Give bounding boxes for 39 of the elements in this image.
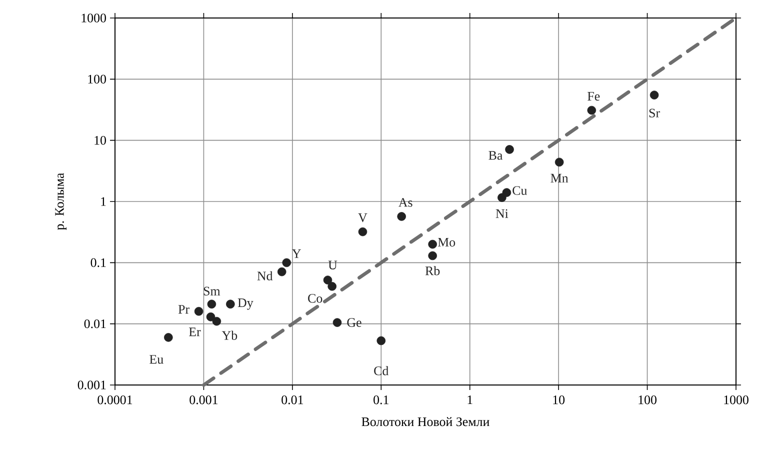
y-tick-label: 1000 — [82, 14, 106, 22]
x-axis-title: Волотоки Новой Земли — [362, 417, 490, 426]
y-tick-label: 100 — [88, 74, 106, 84]
annotation: Er — [188, 328, 201, 336]
annotation: As — [398, 198, 412, 207]
annotation: Ge — [347, 318, 362, 327]
y-tick-label: 10 — [94, 136, 106, 145]
annotation: Pr — [178, 305, 190, 314]
x-tick-label: 1 — [468, 395, 472, 404]
y-axis-title: р. Колыма — [55, 172, 66, 230]
annotation: Ba — [488, 151, 503, 160]
annotation: Sr — [649, 108, 660, 118]
annotation: Nd — [257, 271, 273, 280]
x-tick-label: 1000 — [724, 395, 748, 404]
annotation: Eu — [150, 355, 164, 364]
annotation: Yb — [222, 330, 238, 340]
annotation: Sm — [204, 286, 220, 296]
y-tick-label: 0.01 — [84, 319, 106, 328]
annotation: Cd — [374, 366, 389, 376]
x-tick-label: 10 — [553, 395, 565, 404]
x-tick-label: 0.0001 — [98, 395, 132, 404]
annotation: Co — [308, 294, 322, 303]
annotation: Mo — [438, 238, 456, 247]
annotation: Dy — [238, 298, 254, 310]
y-tick-label: 1 — [101, 197, 106, 206]
x-tick-label: 0.1 — [374, 395, 388, 404]
annotation: V — [358, 213, 368, 222]
annotation: Rb — [425, 266, 440, 276]
annotation: U — [328, 260, 338, 270]
x-tick-label: 0.001 — [190, 395, 218, 404]
annotation: Fe — [588, 92, 600, 101]
y-tick-label: 0.1 — [90, 258, 106, 268]
annotation: Mn — [550, 174, 568, 182]
y-tick-label: 0.001 — [78, 380, 106, 390]
annotation: Cu — [512, 186, 527, 195]
x-tick-label: 0.01 — [282, 395, 303, 404]
annotation: Y — [292, 249, 301, 258]
x-tick-label: 100 — [638, 395, 657, 404]
annotation: Ni — [496, 209, 508, 218]
